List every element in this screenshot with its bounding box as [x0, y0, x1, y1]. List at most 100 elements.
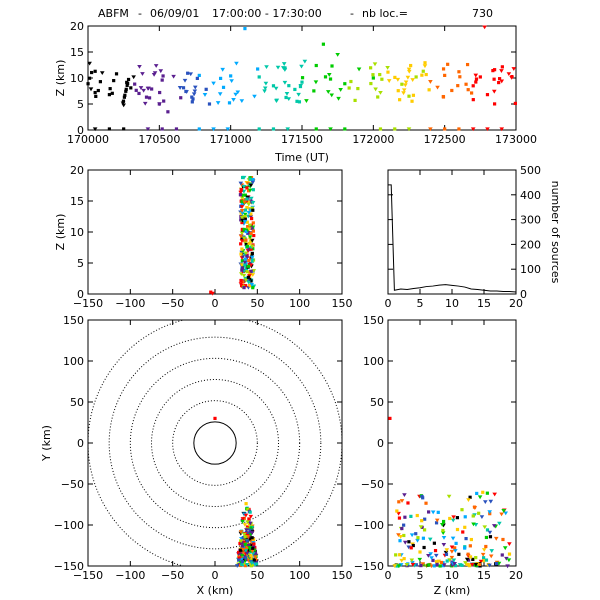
zy-point: [409, 533, 415, 538]
timeline-point: [466, 88, 470, 92]
timeline-point: [239, 99, 245, 103]
zy-point: [504, 556, 509, 561]
xz-point: [247, 241, 251, 245]
xz-point: [251, 188, 255, 192]
timeline-point: [114, 72, 119, 76]
y-tick-label: 100: [363, 355, 384, 368]
zy-point: [426, 553, 431, 558]
xz-point: [248, 183, 254, 188]
timeline-point: [405, 75, 411, 80]
xy-point: [237, 558, 241, 562]
timeline-point: [211, 81, 216, 86]
zy-point: [453, 564, 458, 568]
x-tick-label: −50: [161, 569, 184, 582]
range-ring: [151, 379, 279, 507]
timeline-point: [263, 81, 269, 86]
timeline-point: [420, 73, 424, 77]
zy-point: [394, 553, 398, 557]
timeline-point: [456, 84, 460, 88]
timeline-point: [296, 92, 301, 97]
zy-point: [395, 509, 399, 513]
xz-point: [239, 209, 245, 213]
zy-point: [409, 514, 413, 518]
timeline-point: [110, 91, 114, 95]
timeline-point: [184, 89, 188, 94]
range-ring: [108, 336, 322, 550]
xy-point: [252, 548, 257, 552]
y-tick-label: 500: [520, 164, 541, 177]
timeline-ground-point: [328, 127, 333, 132]
zy-point: [446, 494, 452, 499]
timeline-point: [323, 75, 328, 79]
zy-point: [424, 501, 428, 505]
zy-point: [464, 536, 468, 541]
timeline-point: [398, 98, 402, 102]
xz-point: [238, 234, 244, 239]
xy-point: [251, 537, 256, 542]
timeline-point: [274, 99, 279, 104]
zy-point: [484, 535, 489, 540]
zy-point: [463, 525, 467, 529]
x-tick-label: 15: [477, 569, 491, 582]
zy-point: [465, 562, 471, 567]
timeline-point: [474, 77, 479, 81]
xz-point: [241, 273, 247, 278]
timeline-point: [428, 80, 433, 84]
y-tick-label: 150: [363, 314, 384, 327]
timeline-point: [510, 74, 514, 79]
zy-point: [450, 518, 456, 523]
timeline-ground-point: [174, 127, 179, 131]
zy-point: [434, 560, 439, 564]
zy-point: [427, 510, 431, 514]
zy-point: [415, 513, 419, 518]
zy-point: [488, 554, 494, 559]
timeline-point: [202, 93, 208, 97]
zy-point: [487, 563, 492, 568]
xy-point: [243, 535, 247, 539]
timeline-point: [423, 61, 427, 65]
zy-point: [438, 564, 442, 568]
xy-point: [241, 557, 245, 561]
zy-point: [409, 558, 415, 563]
y-tick-label: 0: [377, 437, 384, 450]
zy-point: [469, 562, 475, 567]
zy-point: [400, 526, 404, 531]
xz-point: [243, 276, 247, 280]
timeline-point: [326, 90, 331, 94]
xy-point: [245, 539, 249, 543]
xz-point: [246, 210, 252, 215]
timeline-point: [275, 65, 281, 70]
xy-ylabel: Y (km): [40, 425, 53, 462]
zy-point: [503, 511, 509, 516]
zy-point: [468, 564, 472, 568]
y-tick-label: −150: [54, 560, 84, 573]
zy-point: [440, 531, 446, 535]
timeline-point: [314, 63, 318, 68]
zy-point: [397, 500, 401, 504]
zy-point: [418, 525, 424, 530]
timeline-point: [400, 82, 404, 86]
timeline-point: [191, 97, 195, 101]
timeline-point: [403, 83, 408, 88]
title-sep2: -: [350, 7, 354, 20]
zy-point: [500, 553, 504, 557]
zy-xlabel: Z (km): [434, 584, 471, 597]
zy-point: [483, 500, 488, 505]
zy-point: [423, 517, 427, 521]
y-tick-label: 400: [520, 189, 541, 202]
timeline-ground-point: [145, 127, 151, 132]
xz-point: [246, 275, 250, 279]
timeline-point: [492, 102, 497, 106]
timeline-point: [90, 70, 94, 75]
timeline-point: [125, 83, 129, 87]
xy-point: [253, 555, 258, 560]
timeline-point: [186, 71, 190, 75]
xy-point: [246, 507, 250, 512]
zy-point: [420, 525, 424, 529]
x-tick-label: 170000: [67, 133, 109, 146]
xy-point: [248, 521, 253, 526]
timeline-point: [356, 67, 362, 72]
timeline-point: [262, 86, 268, 91]
xz-point: [249, 255, 255, 260]
timeline-point: [98, 80, 102, 84]
